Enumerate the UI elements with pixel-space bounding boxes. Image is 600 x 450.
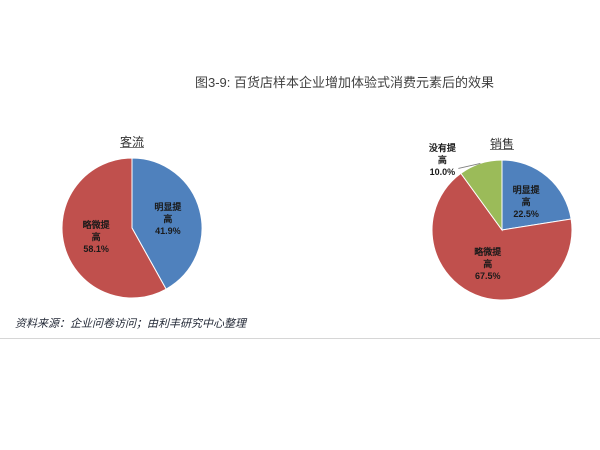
pie-slice-1 — [501, 159, 572, 231]
figure-title: 图3-9: 百货店样本企业增加体验式消费元素后的效果 — [195, 75, 495, 90]
source-note: 资料来源：企业问卷访问；由利丰研究中心整理 — [15, 318, 246, 330]
pie-slice-2 — [431, 172, 573, 301]
slice-category-label: 没有提高 — [428, 143, 456, 166]
pie-slice-3 — [460, 159, 503, 232]
slice-percent-label: 41.9% — [155, 225, 181, 236]
slice-category-label: 明显提高 — [512, 184, 540, 207]
pie-slice-1-data-label: 明显提高 22.5% — [509, 184, 543, 220]
divider-line — [0, 338, 600, 339]
slice-percent-label: 67.5% — [475, 271, 501, 282]
slice-category-label: 略微提高 — [82, 220, 110, 243]
slice-percent-label: 58.1% — [83, 244, 109, 255]
pie-canvas — [431, 159, 573, 301]
pie-slice-3-data-label: 没有提高 10.0% — [425, 142, 459, 178]
slice-percent-label: 10.0% — [429, 167, 456, 178]
pie-slice-2-data-label: 略微提高 67.5% — [471, 246, 505, 282]
pie-slice-2 — [61, 157, 167, 299]
customer-traffic-pie-chart: 客流 明显提高 41.9% 略微提高 58.1% — [52, 134, 212, 304]
chart-title: 销售 — [489, 137, 514, 151]
pie-slice-3-leader-line — [458, 163, 481, 169]
slice-category-label: 略微提高 — [474, 247, 502, 270]
pie-canvas — [61, 157, 203, 299]
chart-title: 客流 — [119, 135, 144, 149]
chart-title-wrapper: 客流 — [52, 135, 212, 150]
pie-slice-1 — [131, 157, 203, 290]
slice-category-label: 明显提高 — [154, 201, 182, 224]
pie-slice-2-data-label: 略微提高 58.1% — [79, 219, 113, 255]
slice-percent-label: 22.5% — [513, 208, 539, 219]
chart-title-wrapper: 销售 — [422, 137, 582, 152]
pie-slice-1-data-label: 明显提高 41.9% — [151, 201, 185, 237]
sales-pie-chart: 销售 明显提高 22.5% 略微提高 67.5% 没有提高 10.0% — [422, 136, 582, 306]
